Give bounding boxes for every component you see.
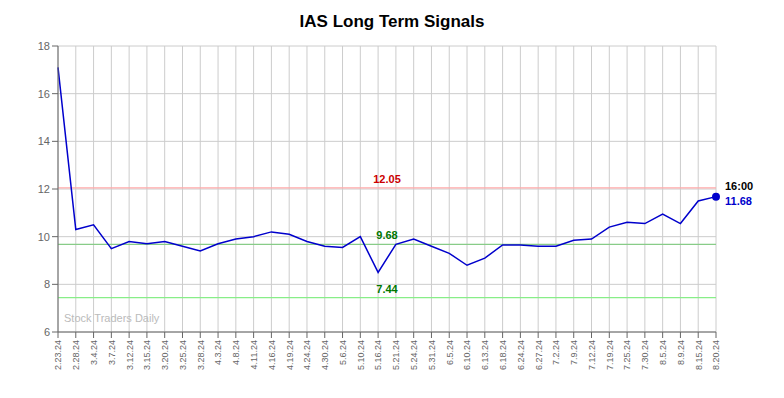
svg-text:5.6.24: 5.6.24 — [338, 340, 348, 365]
svg-text:6.27.24: 6.27.24 — [534, 340, 544, 370]
svg-text:7.19.24: 7.19.24 — [605, 340, 615, 370]
svg-text:4.19.24: 4.19.24 — [285, 340, 295, 370]
svg-text:3.20.24: 3.20.24 — [160, 340, 170, 370]
svg-text:7.2.24: 7.2.24 — [551, 340, 561, 365]
svg-text:4.8.24: 4.8.24 — [231, 340, 241, 365]
svg-text:7.12.24: 7.12.24 — [587, 340, 597, 370]
html-text:IAS Long Term Signals: IAS Long Term Signals — [299, 12, 485, 31]
svg-text:7.25.24: 7.25.24 — [622, 340, 632, 370]
svg-text:7.30.24: 7.30.24 — [640, 340, 650, 370]
svg-text:7.44: 7.44 — [376, 283, 398, 295]
svg-text:3.25.24: 3.25.24 — [178, 340, 188, 370]
svg-text:4.16.24: 4.16.24 — [267, 340, 277, 370]
svg-text:14: 14 — [38, 135, 50, 147]
svg-text:12: 12 — [38, 183, 50, 195]
svg-text:6.18.24: 6.18.24 — [498, 340, 508, 370]
svg-text:16:00: 16:00 — [725, 180, 753, 192]
svg-text:5.21.24: 5.21.24 — [391, 340, 401, 370]
svg-text:6: 6 — [44, 326, 50, 338]
svg-text:6.24.24: 6.24.24 — [516, 340, 526, 370]
svg-text:8: 8 — [44, 278, 50, 290]
svg-text:4.3.24: 4.3.24 — [213, 340, 223, 365]
svg-text:4.24.24: 4.24.24 — [302, 340, 312, 370]
svg-text:4.11.24: 4.11.24 — [249, 340, 259, 369]
svg-text:16: 16 — [38, 88, 50, 100]
svg-text:5.24.24: 5.24.24 — [409, 340, 419, 370]
svg-text:8.15.24: 8.15.24 — [694, 340, 704, 370]
svg-text:9.68: 9.68 — [376, 229, 397, 241]
svg-text:2.23.24: 2.23.24 — [53, 340, 63, 370]
svg-text:2.28.24: 2.28.24 — [71, 340, 81, 370]
svg-text:10: 10 — [38, 231, 50, 243]
svg-text:5.31.24: 5.31.24 — [427, 340, 437, 370]
svg-text:6.10.24: 6.10.24 — [462, 340, 472, 370]
svg-text:6.13.24: 6.13.24 — [480, 340, 490, 370]
svg-text:5.10.24: 5.10.24 — [356, 340, 366, 370]
svg-text:8.9.24: 8.9.24 — [676, 340, 686, 365]
html-text:Stock Traders Daily: Stock Traders Daily — [64, 312, 160, 324]
svg-text:4.30.24: 4.30.24 — [320, 340, 330, 370]
svg-text:3.7.24: 3.7.24 — [107, 340, 117, 365]
svg-text:5.16.24: 5.16.24 — [373, 340, 383, 370]
svg-text:3.12.24: 3.12.24 — [125, 340, 135, 370]
svg-text:12.05: 12.05 — [373, 173, 401, 185]
svg-text:8.5.24: 8.5.24 — [658, 340, 668, 365]
svg-text:11.68: 11.68 — [725, 195, 752, 207]
svg-text:6.5.24: 6.5.24 — [445, 340, 455, 365]
svg-text:8.20.24: 8.20.24 — [711, 340, 721, 370]
svg-text:7.9.24: 7.9.24 — [569, 340, 579, 365]
svg-text:3.15.24: 3.15.24 — [142, 340, 152, 370]
svg-text:18: 18 — [38, 40, 50, 52]
svg-text:3.4.24: 3.4.24 — [89, 340, 99, 365]
svg-text:3.28.24: 3.28.24 — [196, 340, 206, 370]
